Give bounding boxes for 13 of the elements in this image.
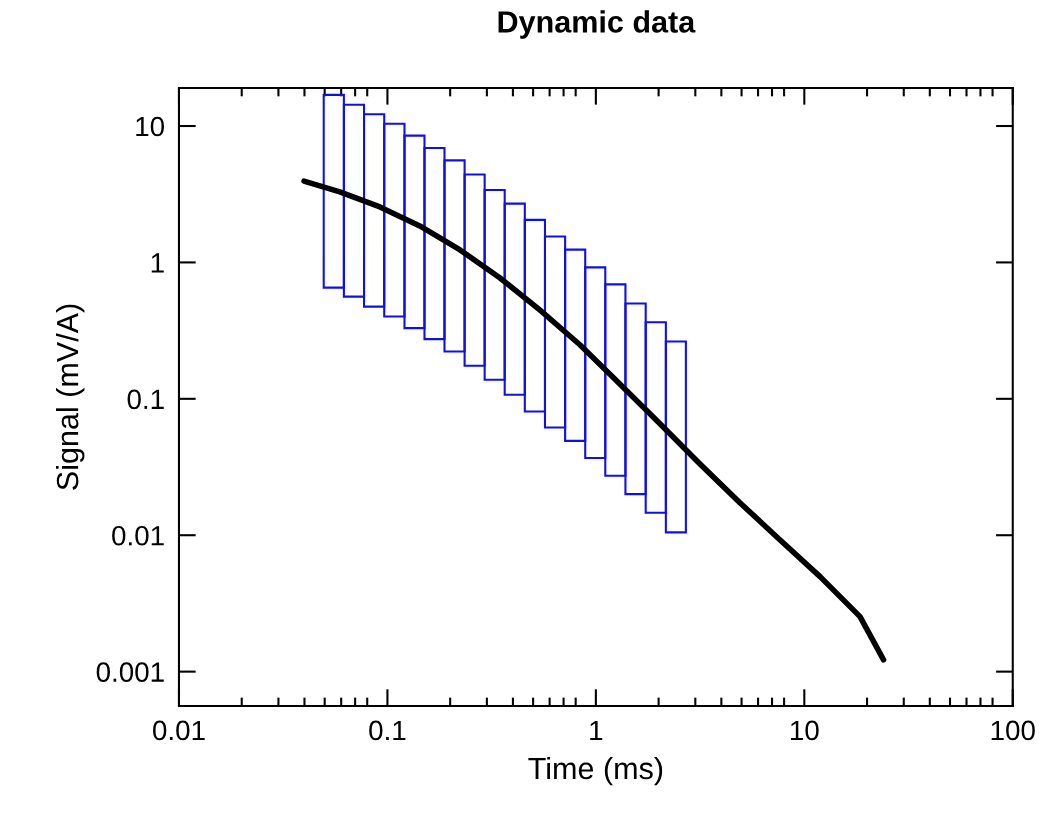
x-tick-label: 1 [590, 720, 603, 740]
y-axis-title: Signal (mV/A) [55, 304, 85, 490]
y-tick-label: 0.01 [112, 525, 164, 546]
y-tick-label: 0.1 [127, 389, 164, 410]
x-tick-label: 100 [991, 720, 1035, 741]
y-tick-label: 10 [136, 116, 165, 137]
x-tick-label: 0.01 [153, 720, 205, 741]
chart-title: Dynamic data [498, 10, 696, 39]
x-tick-label: 10 [790, 720, 819, 741]
x-axis-title: Time (ms) [528, 756, 663, 786]
y-tick-label: 1 [151, 253, 164, 273]
y-tick-label: 0.001 [96, 662, 164, 682]
x-tick-label: 0.1 [369, 720, 406, 741]
